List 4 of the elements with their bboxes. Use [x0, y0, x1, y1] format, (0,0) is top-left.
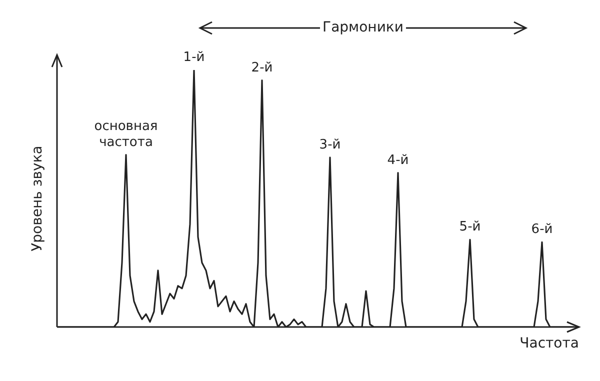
y-axis-title: Уровень звука	[30, 146, 46, 252]
annotation: 1-й	[183, 50, 205, 65]
chart-title: Гармоники	[322, 20, 404, 36]
x-axis-title: Частота	[520, 336, 579, 352]
